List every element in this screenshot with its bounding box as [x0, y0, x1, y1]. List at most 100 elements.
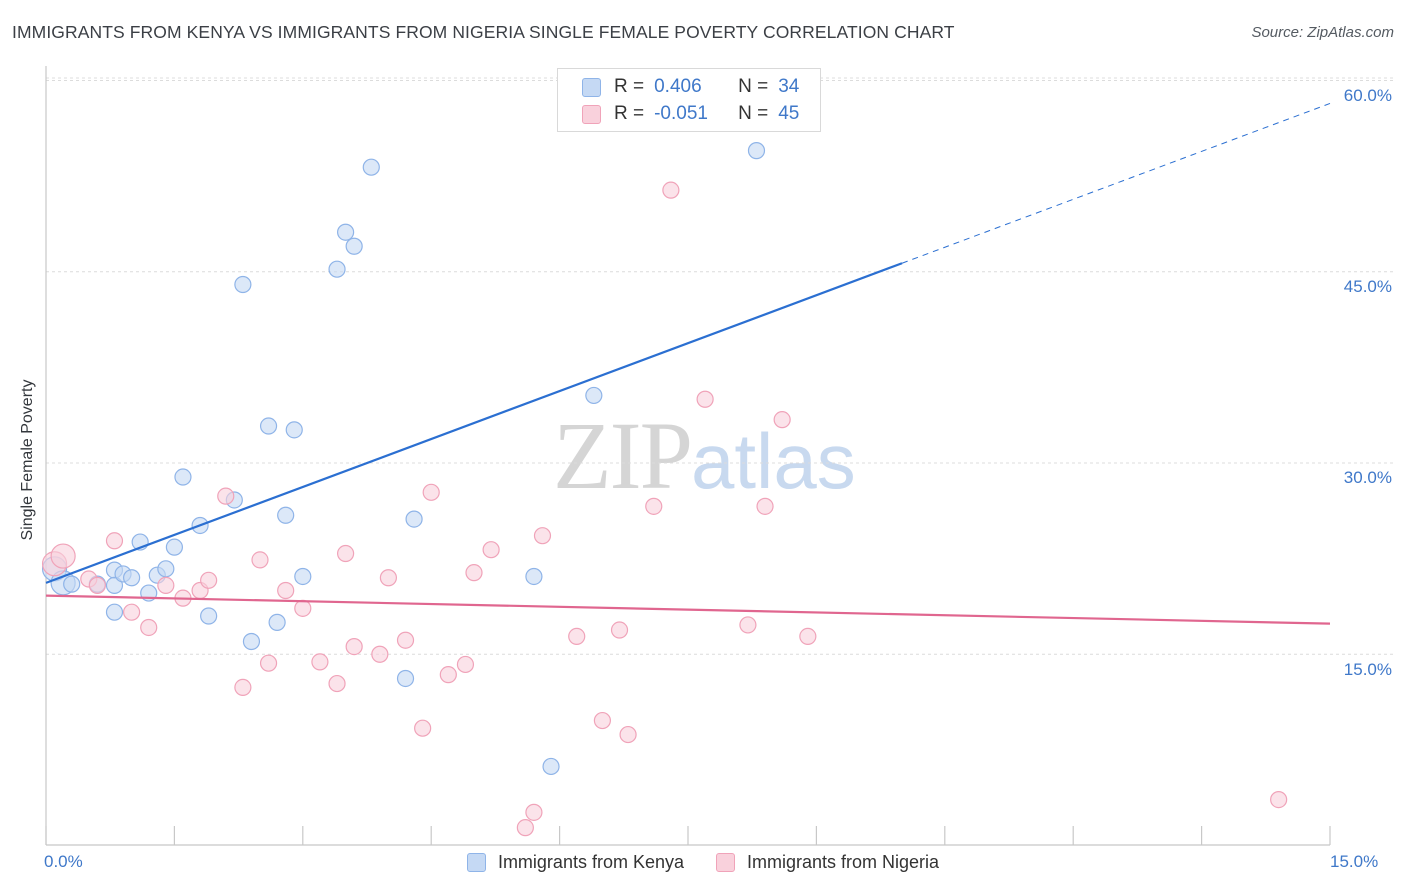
legend-r-label: R =	[614, 103, 645, 124]
kenya-trend-line	[45, 262, 903, 584]
nigeria-point	[739, 616, 757, 634]
nigeria-point	[696, 390, 714, 408]
nigeria-point	[396, 631, 415, 649]
correlation-legend: R = 0.406 N = 34 R = -0.051 N = 45	[557, 68, 821, 132]
nigeria-point	[294, 599, 312, 617]
nigeria-point	[379, 569, 397, 587]
legend-row-kenya: R = 0.406 N = 34	[582, 75, 799, 99]
y-tick-label-45: 45.0%	[1343, 277, 1392, 296]
kenya-point	[337, 223, 355, 241]
nigeria-point	[123, 603, 141, 621]
kenya-point	[405, 510, 423, 528]
nigeria-point	[217, 487, 235, 505]
kenya-point	[123, 569, 141, 587]
nigeria-point	[662, 181, 680, 199]
legend-row-nigeria: R = -0.051 N = 45	[582, 102, 799, 126]
kenya-point	[585, 386, 603, 405]
kenya-point	[277, 506, 295, 524]
kenya-point	[63, 575, 81, 593]
nigeria-point	[593, 711, 612, 730]
kenya-point	[747, 142, 766, 160]
legend-label-kenya: Immigrants from Kenya	[497, 852, 684, 872]
kenya-point	[165, 538, 183, 556]
nigeria-point	[50, 543, 76, 569]
kenya-swatch-icon	[582, 77, 601, 97]
kenya-point	[294, 567, 312, 586]
nigeria-point	[414, 719, 432, 737]
nigeria-point	[311, 653, 329, 671]
nigeria-point	[234, 678, 252, 697]
nigeria-point	[756, 497, 774, 515]
nigeria-point	[277, 581, 295, 600]
trend-layer	[45, 102, 1331, 625]
x-tick-label-max: 15.0%	[1330, 852, 1379, 871]
nigeria-point	[439, 666, 457, 684]
kenya-point	[242, 632, 261, 651]
y-tick-label-15: 15.0%	[1343, 660, 1392, 679]
kenya-point	[105, 576, 124, 595]
nigeria-point	[525, 803, 543, 821]
kenya-point	[542, 757, 560, 776]
points-layer	[41, 142, 1288, 837]
kenya-point	[259, 417, 278, 435]
legend-item-kenya: Immigrants from Kenya	[466, 852, 684, 873]
nigeria-point	[482, 541, 500, 559]
nigeria-point	[88, 576, 106, 595]
nigeria-point	[371, 645, 389, 663]
kenya-r-value: 0.406	[654, 76, 702, 97]
kenya-n-value: 34	[778, 76, 800, 97]
grid-layer	[46, 77, 1395, 655]
kenya-point	[268, 613, 286, 631]
watermark-zip: ZIP	[553, 402, 693, 509]
series-legend: Immigrants from Kenya Immigrants from Ni…	[0, 852, 1406, 873]
nigeria-point	[645, 497, 663, 515]
kenya-point	[396, 669, 415, 688]
kenya-point	[525, 567, 543, 586]
kenya-trend-extension	[901, 102, 1331, 264]
chart-source: Source: ZipAtlas.com	[1251, 24, 1394, 41]
nigeria-point	[456, 655, 475, 674]
kenya-point	[200, 607, 218, 625]
nigeria-n-value: 45	[778, 103, 800, 124]
kenya-point	[345, 237, 363, 255]
watermark: ZIPatlas	[553, 400, 856, 511]
nigeria-swatch-icon	[582, 104, 601, 124]
nigeria-r-value: -0.051	[654, 103, 708, 124]
legend-n-label: N =	[738, 103, 769, 124]
kenya-point	[285, 421, 303, 439]
kenya-point	[174, 468, 192, 486]
nigeria-point	[465, 564, 483, 582]
kenya-point	[328, 260, 346, 278]
x-tick-label-min: 0.0%	[44, 852, 83, 871]
nigeria-point	[422, 483, 440, 501]
nigeria-point	[328, 674, 346, 693]
legend-n-label: N =	[738, 76, 769, 97]
kenya-point	[362, 158, 380, 176]
nigeria-point	[200, 571, 218, 589]
nigeria-point	[533, 527, 552, 545]
kenya-point	[105, 603, 124, 621]
nigeria-point	[337, 544, 355, 563]
nigeria-point	[259, 654, 278, 672]
nigeria-point	[773, 411, 791, 429]
nigeria-point	[157, 576, 175, 595]
nigeria-point	[516, 819, 534, 837]
nigeria-point	[345, 637, 363, 656]
nigeria-point	[619, 725, 637, 744]
axis-layer	[45, 66, 1331, 846]
y-tick-label-60: 60.0%	[1343, 86, 1392, 105]
nigeria-point	[799, 627, 817, 646]
nigeria-point	[251, 551, 269, 569]
nigeria-point	[140, 618, 158, 637]
y-tick-label-30: 30.0%	[1343, 468, 1392, 487]
nigeria-point	[610, 621, 629, 639]
legend-item-nigeria: Immigrants from Nigeria	[716, 852, 939, 873]
nigeria-point	[568, 627, 586, 646]
kenya-point	[234, 275, 252, 294]
watermark-atlas: atlas	[691, 417, 856, 505]
kenya-point	[157, 560, 175, 578]
nigeria-point	[105, 532, 124, 550]
y-axis-label: Single Female Poverty	[19, 379, 36, 541]
legend-label-nigeria: Immigrants from Nigeria	[747, 852, 940, 872]
